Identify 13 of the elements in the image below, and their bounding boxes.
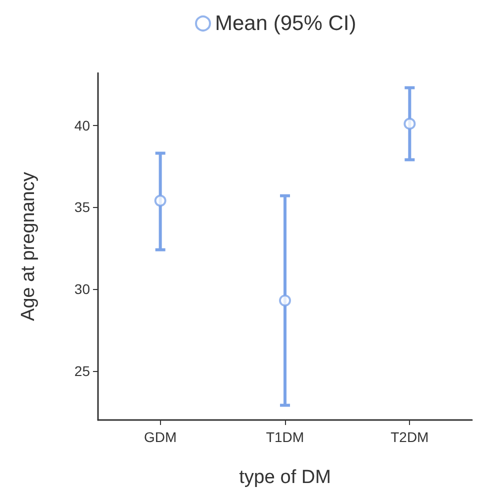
point — [154, 194, 166, 207]
legend-label: Mean (95% CI) — [215, 12, 356, 35]
x-axis-title: type of DM — [239, 467, 331, 488]
x-tick-label: GDM — [144, 429, 177, 445]
y-tick-label: 30 — [74, 281, 90, 298]
y-tick-label: 40 — [74, 117, 90, 134]
y-tick-label: 25 — [74, 362, 90, 379]
point — [404, 118, 416, 130]
point — [279, 294, 291, 307]
x-tick-label: T2DM — [390, 429, 429, 445]
y-axis-title: Age at pregnancy — [18, 172, 39, 321]
x-tick-label: T1DM — [266, 429, 304, 445]
y-tick-label: 35 — [74, 199, 90, 216]
